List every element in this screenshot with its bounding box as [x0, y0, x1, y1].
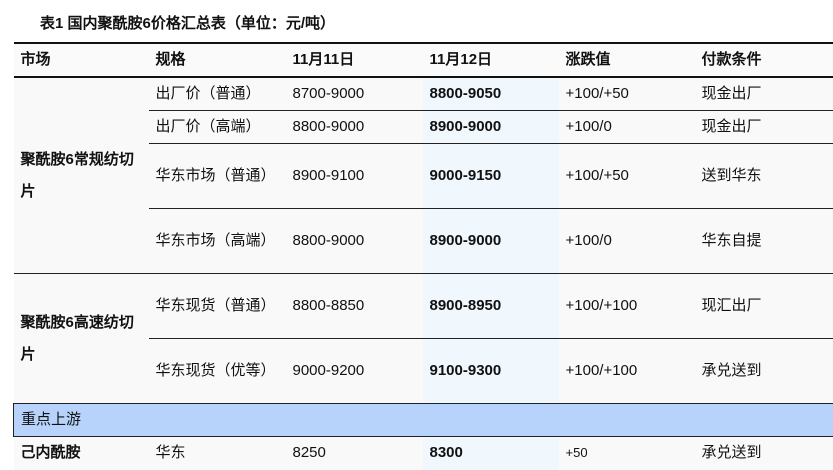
header-row: 市场 规格 11月11日 11月12日 涨跌值 付款条件: [14, 43, 833, 77]
price-cell: 8800-9000: [286, 111, 423, 144]
header-date-1: 11月11日: [286, 43, 423, 77]
price-cell-current: 9100-9300: [423, 339, 559, 404]
market-cell: 聚酰胺6常规纺切片: [14, 77, 149, 274]
spec-cell: 华东现货（优等）: [149, 339, 286, 404]
price-table: 市场 规格 11月11日 11月12日 涨跌值 付款条件 聚酰胺6常规纺切片 出…: [13, 42, 833, 470]
price-cell-current: 8900-9000: [423, 209, 559, 274]
spec-cell: 华东市场（普通）: [149, 144, 286, 209]
market-cell: 己内酰胺: [14, 437, 149, 470]
section-row: 重点上游: [14, 404, 833, 437]
payment-cell: 承兑送到: [695, 339, 833, 404]
spec-cell: 华东市场（高端）: [149, 209, 286, 274]
section-label: 重点上游: [14, 404, 833, 437]
payment-cell: 华东自提: [695, 209, 833, 274]
header-market: 市场: [14, 43, 149, 77]
price-cell: 8900-9100: [286, 144, 423, 209]
price-cell-current: 8300: [423, 437, 559, 470]
header-date-2: 11月12日: [423, 43, 559, 77]
price-cell: 8250: [286, 437, 423, 470]
table-row: 聚酰胺6高速纺切片 华东现货（普通） 8800-8850 8900-8950 +…: [14, 274, 833, 339]
change-cell: +100/+100: [559, 274, 695, 339]
payment-cell: 现金出厂: [695, 77, 833, 111]
change-cell: +100/0: [559, 111, 695, 144]
table-row: 聚酰胺6常规纺切片 出厂价（普通） 8700-9000 8800-9050 +1…: [14, 77, 833, 111]
price-cell: 8800-9000: [286, 209, 423, 274]
price-cell-current: 8800-9050: [423, 77, 559, 111]
price-cell-current: 8900-9000: [423, 111, 559, 144]
header-payment: 付款条件: [695, 43, 833, 77]
price-cell: 9000-9200: [286, 339, 423, 404]
header-spec: 规格: [149, 43, 286, 77]
header-change: 涨跌值: [559, 43, 695, 77]
table-row: 己内酰胺 华东 8250 8300 +50 承兑送到: [14, 437, 833, 470]
price-cell-current: 8900-8950: [423, 274, 559, 339]
spec-cell: 华东: [149, 437, 286, 470]
market-cell: 聚酰胺6高速纺切片: [14, 274, 149, 404]
change-cell: +100/0: [559, 209, 695, 274]
spec-cell: 出厂价（普通）: [149, 77, 286, 111]
price-cell: 8800-8850: [286, 274, 423, 339]
change-cell: +100/+50: [559, 144, 695, 209]
change-cell: +100/+50: [559, 77, 695, 111]
change-cell: +100/+100: [559, 339, 695, 404]
price-cell-current: 9000-9150: [423, 144, 559, 209]
payment-cell: 承兑送到: [695, 437, 833, 470]
payment-cell: 现金出厂: [695, 111, 833, 144]
spec-cell: 华东现货（普通）: [149, 274, 286, 339]
change-cell: +50: [559, 437, 695, 470]
spec-cell: 出厂价（高端）: [149, 111, 286, 144]
table-title: 表1 国内聚酰胺6价格汇总表（单位：元/吨）: [40, 12, 335, 33]
payment-cell: 现汇出厂: [695, 274, 833, 339]
price-cell: 8700-9000: [286, 77, 423, 111]
payment-cell: 送到华东: [695, 144, 833, 209]
